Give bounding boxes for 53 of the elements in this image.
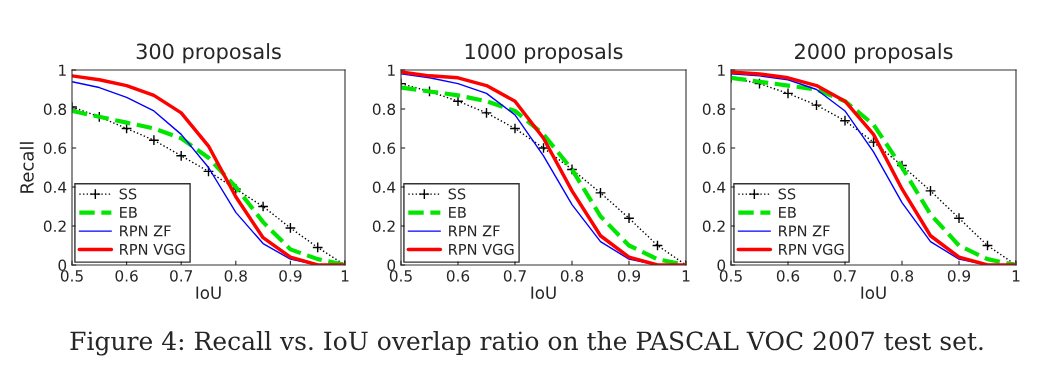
y-tick-label: 0.4 [43, 181, 67, 194]
legend-label: EB [779, 207, 796, 218]
y-tick-label: 0.2 [702, 220, 725, 233]
y-tick-label: 0.8 [702, 103, 726, 116]
y-tick-label: 0.2 [372, 220, 395, 233]
x-tick-label: 1 [682, 270, 690, 282]
legend-label: RPN ZF [449, 225, 500, 237]
y-tick-label: 0.8 [372, 103, 396, 116]
chart-title: 1000 proposals [465, 43, 623, 64]
x-tick-label: 0.5 [719, 270, 742, 282]
y-tick-label: 0.6 [702, 142, 726, 155]
x-axis-title: IoU [196, 286, 221, 299]
x-tick-label: 0.8 [224, 270, 247, 282]
y-axis-title: Recall [19, 142, 34, 193]
x-axis-title: IoU [531, 286, 556, 299]
legend-label: EB [120, 207, 137, 218]
y-tick-label: 0.6 [372, 142, 396, 155]
caption: Figure 4: Recall vs. IoU overlap ratio on the PASCAL VOC 2007 test set. [70, 330, 983, 356]
legend-label: SS [778, 188, 796, 200]
x-tick-label: 1 [341, 270, 349, 282]
y-tick-label: 0.2 [43, 220, 66, 233]
y-tick-label: 1 [718, 64, 725, 76]
legend-label: RPN VGG [120, 243, 185, 255]
y-tick-label: 1 [59, 64, 66, 76]
x-tick-label: 0.7 [170, 270, 193, 282]
y-tick-label: 1 [388, 64, 395, 76]
y-tick-label: 0.4 [372, 181, 396, 194]
y-tick-label: 0.4 [702, 181, 726, 194]
chart-title: 2000 proposals [795, 43, 953, 64]
x-tick-label: 0.6 [776, 270, 800, 282]
x-tick-label: 0.7 [503, 270, 526, 282]
x-tick-label: 0.5 [389, 270, 412, 282]
x-tick-label: 1 [1012, 270, 1020, 282]
chart-title: 300 proposals [136, 43, 281, 64]
legend-label: EB [449, 207, 466, 218]
x-tick-label: 0.9 [279, 270, 302, 282]
legend-label: RPN ZF [779, 225, 830, 237]
x-tick-label: 0.6 [446, 270, 470, 282]
y-tick-label: 0.6 [43, 142, 67, 155]
legend-label: RPN ZF [120, 225, 171, 237]
x-tick-label: 0.9 [617, 270, 641, 282]
x-tick-label: 0.8 [560, 270, 584, 282]
x-axis-title: IoU [861, 286, 886, 299]
legend-label: RPN VGG [779, 243, 844, 255]
y-tick-label: 0.8 [43, 103, 67, 116]
x-tick-label: 0.9 [947, 270, 971, 282]
legend-label: SS [448, 188, 466, 200]
x-tick-label: 0.8 [890, 270, 914, 282]
legend-label: RPN VGG [449, 243, 514, 255]
x-tick-label: 0.5 [60, 270, 83, 282]
x-tick-label: 0.7 [833, 270, 856, 282]
x-tick-label: 0.6 [115, 270, 138, 282]
legend-label: SS [119, 188, 137, 200]
